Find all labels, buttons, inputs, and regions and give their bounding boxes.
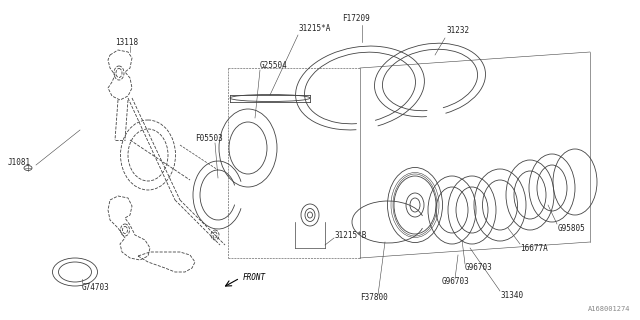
Text: G25504: G25504	[260, 60, 288, 69]
Text: 31215*A: 31215*A	[298, 23, 330, 33]
Text: 31215*B: 31215*B	[334, 230, 366, 239]
Text: 31232: 31232	[446, 26, 469, 35]
Text: 16677A: 16677A	[520, 244, 548, 252]
Text: F05503: F05503	[195, 133, 223, 142]
Text: G96703: G96703	[465, 263, 493, 273]
Text: G96703: G96703	[442, 277, 470, 286]
Text: FRONT: FRONT	[243, 273, 266, 282]
Text: F17209: F17209	[342, 13, 370, 22]
Text: G95805: G95805	[558, 223, 586, 233]
Text: F37800: F37800	[360, 293, 388, 302]
Text: A168001274: A168001274	[588, 306, 630, 312]
Text: 31340: 31340	[500, 291, 523, 300]
Text: 13118: 13118	[115, 37, 138, 46]
Text: G74703: G74703	[82, 284, 109, 292]
Text: J1081: J1081	[8, 157, 31, 166]
